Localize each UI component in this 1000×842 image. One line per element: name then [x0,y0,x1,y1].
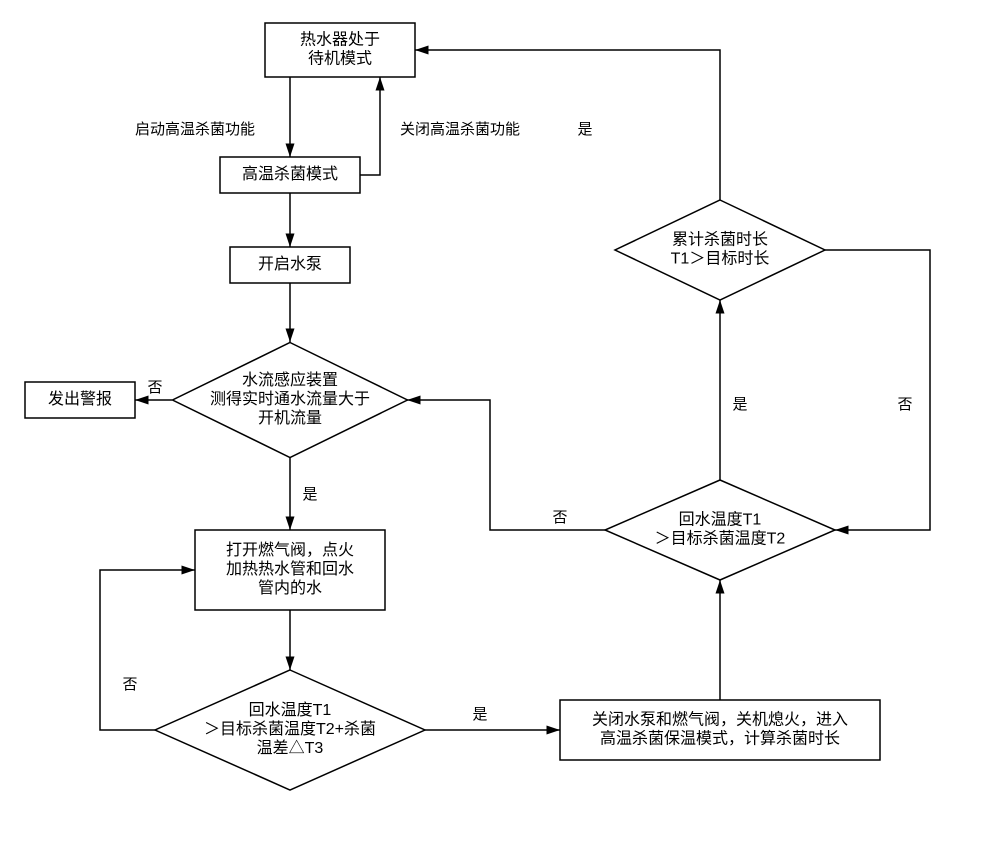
edge-label: 是 [472,706,487,723]
edge-label: 是 [577,121,592,138]
node-text: 高温杀菌模式 [242,165,338,183]
node-text: 发出警报 [48,390,112,408]
node-tempdiff: 回水温度T1＞目标杀菌温度T2+杀菌温差△T3 [155,670,425,790]
node-text: 水流感应装置 [242,370,338,389]
edge-tempdiff-heat [100,570,195,730]
node-text: 累计杀菌时长 [672,231,768,249]
edge-label: 否 [147,379,162,396]
node-text: 开启水泵 [258,255,322,273]
node-mode: 高温杀菌模式 [220,157,360,193]
node-keepwarm: 关闭水泵和燃气阀，关机熄火，进入高温杀菌保温模式，计算杀菌时长 [560,700,880,760]
node-text: 打开燃气阀，点火 [226,541,354,559]
node-text: ＞目标杀菌温度T2 [655,530,786,548]
node-returntemp: 回水温度T1＞目标杀菌温度T2 [605,480,835,580]
node-text: T1＞目标时长 [671,250,770,268]
edge-returntemp-flow [407,400,605,530]
node-text: 热水器处于 [300,31,380,49]
node-text: 回水温度T1 [679,511,762,529]
node-text: 待机模式 [308,50,372,68]
node-text: 测得实时通水流量大于 [210,390,370,408]
edge-duration-returntemp [825,250,930,530]
node-text: 关闭水泵和燃气阀，关机熄火，进入 [592,711,848,729]
edge-label: 是 [302,486,317,503]
edge-label: 关闭高温杀菌功能 [400,121,520,138]
node-alarm: 发出警报 [25,382,135,418]
node-text: 温差△T3 [257,739,324,757]
edge-mode-standby [360,77,380,175]
edge-label: 否 [122,676,137,693]
node-pump: 开启水泵 [230,247,350,283]
node-standby: 热水器处于待机模式 [265,23,415,77]
node-text: 开机流量 [258,409,322,427]
node-flow: 水流感应装置测得实时通水流量大于开机流量 [173,343,408,458]
edge-label: 否 [552,509,567,526]
node-text: ＞目标杀菌温度T2+杀菌 [204,720,376,738]
node-text: 高温杀菌保温模式，计算杀菌时长 [600,729,840,748]
node-text: 加热热水管和回水 [226,560,354,578]
edge-label: 否 [897,396,912,413]
node-text: 管内的水 [258,579,322,597]
node-duration: 累计杀菌时长T1＞目标时长 [615,200,825,300]
node-heat: 打开燃气阀，点火加热热水管和回水管内的水 [195,530,385,610]
edge-label: 是 [732,396,747,413]
edge-label: 启动高温杀菌功能 [135,121,255,138]
node-text: 回水温度T1 [249,701,332,719]
